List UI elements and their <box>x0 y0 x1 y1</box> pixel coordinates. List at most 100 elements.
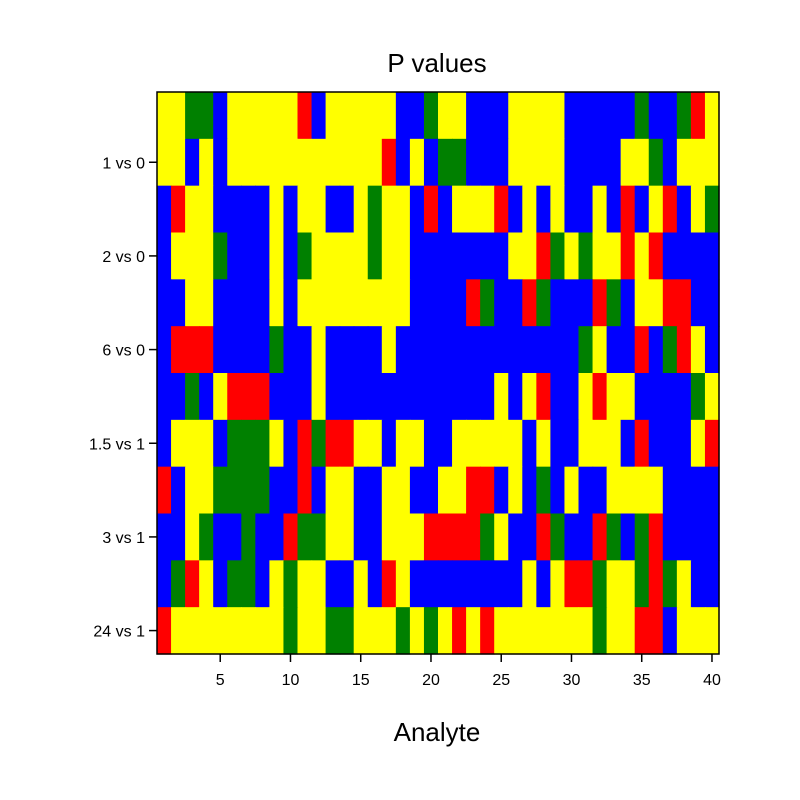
heatmap-cell <box>592 560 608 608</box>
heatmap-cell <box>185 373 200 421</box>
heatmap-cell <box>325 92 341 140</box>
heatmap-cell <box>171 326 186 374</box>
heatmap-cell <box>592 373 608 421</box>
heatmap-cell <box>648 513 664 561</box>
heatmap-cell <box>311 560 327 608</box>
heatmap-cell <box>199 185 214 234</box>
y-tick-label: 3 vs 1 <box>102 530 145 547</box>
heatmap-cell <box>466 607 481 655</box>
heatmap-cell <box>283 279 299 327</box>
heatmap-cell <box>269 232 285 280</box>
heatmap-cell <box>578 466 594 515</box>
heatmap-cell <box>255 560 270 608</box>
heatmap-cell <box>550 279 566 327</box>
heatmap-cell <box>536 326 551 374</box>
heatmap-cell <box>536 466 551 515</box>
heatmap-cell <box>311 138 327 187</box>
heatmap-cell <box>606 419 622 468</box>
heatmap-cell <box>395 326 411 374</box>
heatmap-cell <box>269 185 285 234</box>
heatmap-cell <box>157 513 172 561</box>
heatmap-cell <box>157 373 172 421</box>
heatmap-cell <box>381 373 397 421</box>
x-axis-label: Analyte <box>394 717 481 747</box>
heatmap-cell <box>466 373 481 421</box>
heatmap-cell <box>536 138 551 187</box>
heatmap-cell <box>522 92 537 140</box>
heatmap-cell <box>550 373 566 421</box>
heatmap-cell <box>564 607 580 655</box>
heatmap-cell <box>381 138 397 187</box>
x-axis: 5 10 15 20 25 30 35 40 <box>216 654 721 689</box>
y-tick-label: 6 vs 0 <box>102 343 145 360</box>
heatmap-cell <box>592 185 608 234</box>
heatmap-cell <box>395 513 411 561</box>
heatmap-cell <box>522 232 537 280</box>
heatmap-cell <box>255 419 270 468</box>
heatmap-cell <box>199 373 214 421</box>
heatmap-cell <box>283 560 299 608</box>
heatmap-cell <box>157 560 172 608</box>
heatmap-cell <box>171 279 186 327</box>
heatmap-cell <box>395 607 411 655</box>
heatmap-cell <box>676 326 692 374</box>
heatmap-cell <box>690 326 706 374</box>
heatmap-cell <box>213 138 228 187</box>
heatmap-cell <box>494 138 509 187</box>
heatmap-cell <box>269 466 285 515</box>
heatmap-cell <box>704 513 720 561</box>
heatmap-cell <box>564 560 580 608</box>
heatmap-cell <box>199 232 214 280</box>
heatmap-cell <box>395 232 411 280</box>
heatmap-cell <box>325 466 341 515</box>
heatmap-cell <box>381 326 397 374</box>
heatmap-cell <box>213 232 228 280</box>
heatmap-cell <box>438 560 453 608</box>
heatmap-cell <box>409 466 425 515</box>
heatmap-cell <box>353 326 369 374</box>
heatmap-cell <box>592 513 608 561</box>
heatmap-cell <box>213 92 228 140</box>
heatmap-cell <box>620 560 636 608</box>
heatmap-cell <box>367 466 383 515</box>
heatmap-cell <box>381 607 397 655</box>
heatmap-cell <box>395 560 411 608</box>
heatmap-cell <box>522 279 537 327</box>
heatmap-cell <box>620 185 636 234</box>
heatmap-cell <box>690 373 706 421</box>
heatmap-cell <box>494 419 509 468</box>
heatmap-cell <box>648 232 664 280</box>
heatmap-cell <box>522 138 537 187</box>
heatmap-cell <box>171 185 186 234</box>
heatmap-cell <box>199 513 214 561</box>
heatmap-cell <box>423 373 439 421</box>
heatmap-cell <box>606 185 622 234</box>
heatmap-cell <box>648 560 664 608</box>
heatmap-cell <box>255 513 270 561</box>
heatmap-cell <box>297 466 313 515</box>
heatmap-cell <box>255 185 270 234</box>
heatmap-cell <box>634 373 650 421</box>
heatmap-cell <box>353 185 369 234</box>
heatmap-cell <box>648 185 664 234</box>
heatmap-cell <box>438 138 453 187</box>
heatmap-cell <box>522 560 537 608</box>
heatmap-cell <box>395 138 411 187</box>
heatmap-cell <box>367 419 383 468</box>
heatmap-cell <box>690 560 706 608</box>
heatmap-cell <box>494 326 509 374</box>
heatmap-cell <box>171 419 186 468</box>
heatmap-cell <box>297 326 313 374</box>
heatmap-cell <box>564 138 580 187</box>
heatmap-cell <box>297 185 313 234</box>
heatmap-cell <box>480 326 495 374</box>
heatmap-cell <box>171 232 186 280</box>
y-axis: 1 vs 0 2 vs 0 6 vs 0 1.5 vs 1 3 vs 1 24 vs 1 <box>89 155 157 641</box>
heatmap-cell <box>269 607 285 655</box>
heatmap-cell <box>690 232 706 280</box>
heatmap-cell <box>494 92 509 140</box>
y-tick-label: 2 vs 0 <box>102 249 145 266</box>
x-tick-label: 20 <box>422 672 440 689</box>
heatmap-cell <box>381 92 397 140</box>
